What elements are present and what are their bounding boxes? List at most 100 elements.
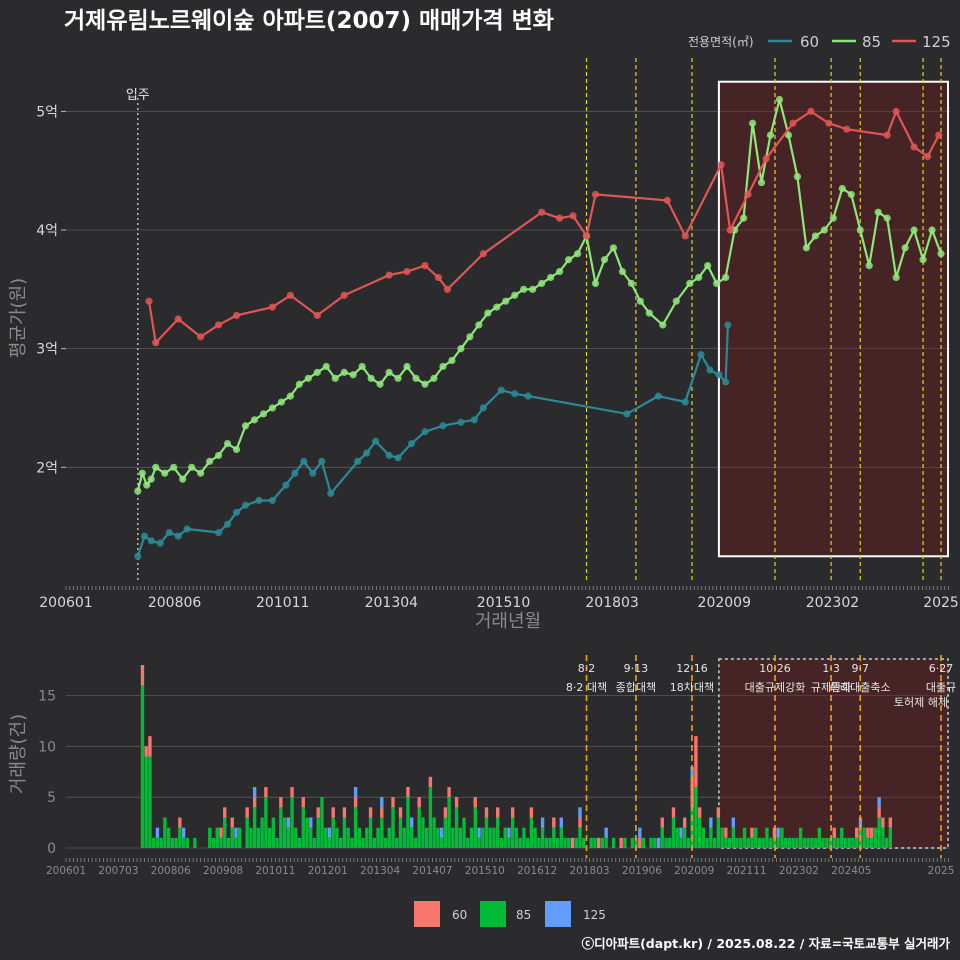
- volume-bar-85: [540, 827, 545, 848]
- series-point-125: [843, 125, 851, 133]
- series-point-85: [645, 309, 653, 317]
- series-point-85: [170, 463, 178, 471]
- volume-bar-85: [780, 827, 784, 848]
- volume-bar-85: [559, 827, 563, 848]
- price-x-tick-label: 202009: [698, 595, 751, 611]
- series-point-60: [623, 410, 631, 418]
- series-point-85: [385, 368, 393, 376]
- volume-bar-85: [802, 837, 807, 848]
- volume-bar-125: [380, 797, 384, 808]
- series-point-85: [748, 119, 757, 127]
- volume-bar-60: [888, 817, 893, 828]
- series-point-60: [183, 525, 191, 533]
- volume-bar-85: [286, 827, 290, 848]
- series-point-125: [569, 212, 577, 220]
- series-point-85: [547, 273, 555, 282]
- volume-x-tick-label: 202405: [831, 865, 871, 877]
- volume-bar-85: [185, 837, 190, 848]
- volume-bar-125: [559, 817, 563, 828]
- volume-y-tick-label: 0: [47, 841, 56, 857]
- volume-bar-85: [466, 837, 470, 848]
- volume-bar-85: [873, 827, 878, 848]
- policy-name-label: 대출규: [926, 681, 956, 694]
- volume-bar-60: [178, 817, 182, 828]
- volume-bar-85: [305, 817, 309, 848]
- volume-bar-60: [279, 797, 283, 808]
- series-point-60: [241, 501, 250, 509]
- volume-bar-85: [245, 817, 249, 848]
- series-point-60: [511, 390, 519, 398]
- volume-bar-85: [772, 837, 777, 848]
- series-point-85: [865, 262, 873, 270]
- volume-bar-85: [503, 827, 507, 848]
- series-point-125: [582, 232, 591, 240]
- series-point-85: [241, 422, 250, 430]
- volume-bar-85: [582, 837, 586, 848]
- volume-bar-60: [881, 817, 885, 828]
- volume-bar-125: [690, 766, 694, 777]
- volume-bar-85: [417, 807, 421, 848]
- series-point-85: [484, 309, 492, 317]
- volume-bar-85: [387, 827, 391, 848]
- volume-bar-85: [765, 827, 769, 848]
- series-point-85: [618, 267, 627, 276]
- volume-bar-85: [312, 837, 317, 848]
- volume-x-tick-label: 200601: [46, 865, 86, 877]
- series-point-125: [910, 143, 918, 151]
- volume-bar-85: [510, 817, 515, 848]
- volume-bar-85: [320, 797, 324, 848]
- volume-bar-85: [683, 827, 687, 848]
- volume-bar-85: [731, 827, 735, 848]
- series-point-60: [156, 539, 164, 547]
- volume-bar-85: [144, 756, 148, 848]
- volume-bar-60: [832, 827, 836, 838]
- series-point-60: [327, 489, 335, 497]
- series-point-60: [724, 321, 732, 329]
- volume-bar-85: [840, 827, 844, 848]
- volume-bar-85: [492, 827, 496, 848]
- volume-bar-85: [447, 797, 451, 848]
- volume-bar-60: [690, 776, 694, 808]
- volume-bar-85: [458, 827, 463, 848]
- volume-bar-85: [331, 817, 335, 848]
- series-point-85: [313, 368, 321, 376]
- volume-x-tick-label: 201407: [412, 865, 452, 877]
- volume-x-tick-label: 201510: [465, 865, 505, 877]
- volume-bar-85: [600, 837, 605, 848]
- volume-bar-85: [350, 837, 354, 848]
- volume-bar-85: [290, 797, 294, 848]
- legend-label-60: 60: [800, 33, 819, 51]
- series-point-85: [910, 226, 918, 234]
- volume-bar-85: [716, 817, 721, 848]
- volume-bar-85: [234, 837, 238, 848]
- volume-bar-60: [454, 797, 459, 808]
- volume-bar-85: [735, 837, 739, 848]
- volume-bar-85: [574, 837, 578, 848]
- volume-x-tick-label: 201612: [517, 865, 557, 877]
- volume-bar-60: [447, 787, 451, 798]
- volume-bar-125: [877, 797, 881, 808]
- series-point-125: [268, 303, 277, 311]
- volume-bar-85: [776, 837, 780, 848]
- series-point-60: [385, 451, 393, 460]
- series-point-125: [789, 119, 797, 127]
- volume-bar-85: [533, 827, 537, 848]
- volume-bar-60: [301, 797, 305, 808]
- series-point-85: [874, 208, 882, 216]
- volume-bar-125: [540, 817, 545, 828]
- volume-bar-85: [301, 807, 305, 848]
- series-point-85: [250, 416, 259, 424]
- price-chart: 2억 3억 4억 5억 입주 200601 200806 201011 201304 201510…: [36, 58, 959, 611]
- series-point-60: [470, 416, 478, 424]
- legend-label-125: 125: [922, 33, 951, 51]
- volume-bar-60: [252, 797, 257, 808]
- series-point-85: [713, 279, 721, 288]
- volume-bar-85: [750, 837, 754, 848]
- volume-bar-60: [552, 817, 556, 828]
- volume-bar-60: [683, 817, 687, 828]
- volume-bar-85: [380, 817, 384, 848]
- volume-bar-85: [163, 817, 167, 848]
- policy-date-label: 6·27: [929, 662, 954, 675]
- volume-bar-60: [496, 807, 500, 818]
- volume-bar-85: [525, 837, 530, 848]
